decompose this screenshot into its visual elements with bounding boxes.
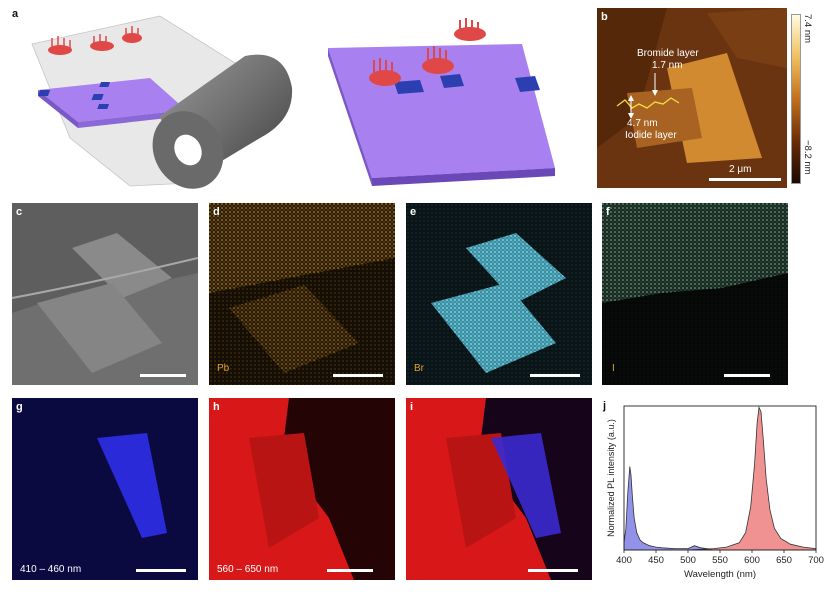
series-area-1: [687, 405, 817, 551]
afm-image: [597, 8, 787, 188]
pb-map: [209, 203, 395, 385]
plot-frame: [623, 405, 817, 551]
br-map: [406, 203, 592, 385]
panel-f: f I: [602, 203, 788, 385]
colorbar: [791, 14, 801, 184]
x-axis-label: Wavelength (nm): [684, 569, 756, 580]
panel-label-e: e: [410, 206, 417, 218]
panel-label-i: i: [410, 401, 414, 413]
panel-label-g: g: [16, 401, 23, 413]
panel-j: j 400 450 500 550 600 650 700 Wavelength (nm) No…: [600, 398, 828, 598]
bromide-label: Bromide layer: [637, 48, 699, 59]
panel-label-f: f: [606, 206, 610, 218]
panel-label-j: j: [603, 400, 607, 412]
series-area-0: [623, 466, 714, 551]
scale-bar: [724, 374, 770, 377]
iodide-thickness: 4.7 nm: [627, 118, 658, 129]
blue-pl-map: [12, 398, 198, 580]
panel-g: g 410 – 460 nm: [12, 398, 198, 580]
bromide-thickness: 1.7 nm: [652, 60, 683, 71]
panel-label-b: b: [601, 11, 608, 23]
panel-d: d Pb: [209, 203, 395, 385]
element-label-br: Br: [414, 363, 424, 374]
x-tick-label: 600: [744, 555, 760, 566]
sem-image: [12, 203, 198, 385]
pl-spectrum-chart: 400 450 500 550 600 650 700 Wavelength (nm) Norm…: [606, 405, 824, 580]
panel-c: c: [12, 203, 198, 385]
i-map: [602, 203, 788, 385]
panel-b: b Bromide layer 1.7 nm 4.7 nm Iodide lay…: [597, 8, 787, 188]
scale-bar: [530, 374, 580, 377]
panel-label-a: a: [12, 8, 19, 20]
scale-bar: [327, 569, 373, 572]
x-tick-label: 550: [712, 555, 728, 566]
panel-a: a: [10, 8, 570, 193]
x-tick-label: 400: [616, 555, 632, 566]
x-tick-label: 500: [680, 555, 696, 566]
x-tick-label: 450: [648, 555, 664, 566]
panel-label-c: c: [16, 206, 23, 218]
scale-bar: [333, 374, 383, 377]
x-tick-label: 650: [776, 555, 792, 566]
panel-h: h 560 – 650 nm: [209, 398, 395, 580]
scale-bar: [528, 569, 578, 572]
scale-bar-label: 2 μm: [729, 164, 752, 175]
merged-pl-map: [406, 398, 592, 580]
scale-bar: [709, 178, 781, 181]
red-pl-map: [209, 398, 395, 580]
scale-bar: [140, 374, 186, 377]
scale-bar: [136, 569, 186, 572]
y-axis-label: Normalized PL intensity (a.u.): [606, 419, 616, 537]
iodide-label: Iodide layer: [625, 130, 677, 141]
panel-e: e Br: [406, 203, 592, 385]
x-tick-label: 700: [808, 555, 824, 566]
panel-label-d: d: [213, 206, 220, 218]
range-label-h: 560 – 650 nm: [217, 564, 279, 575]
range-label-g: 410 – 460 nm: [20, 564, 82, 575]
element-label-pb: Pb: [217, 363, 230, 374]
panel-i: i: [406, 398, 592, 580]
transfer-schematic: [31, 15, 555, 189]
colorbar-max: 7.4 nm: [802, 14, 813, 44]
colorbar-min: −8.2 nm: [802, 140, 813, 175]
panel-label-h: h: [213, 401, 220, 413]
afm-arrows: [628, 73, 658, 119]
element-label-i: I: [612, 363, 615, 374]
